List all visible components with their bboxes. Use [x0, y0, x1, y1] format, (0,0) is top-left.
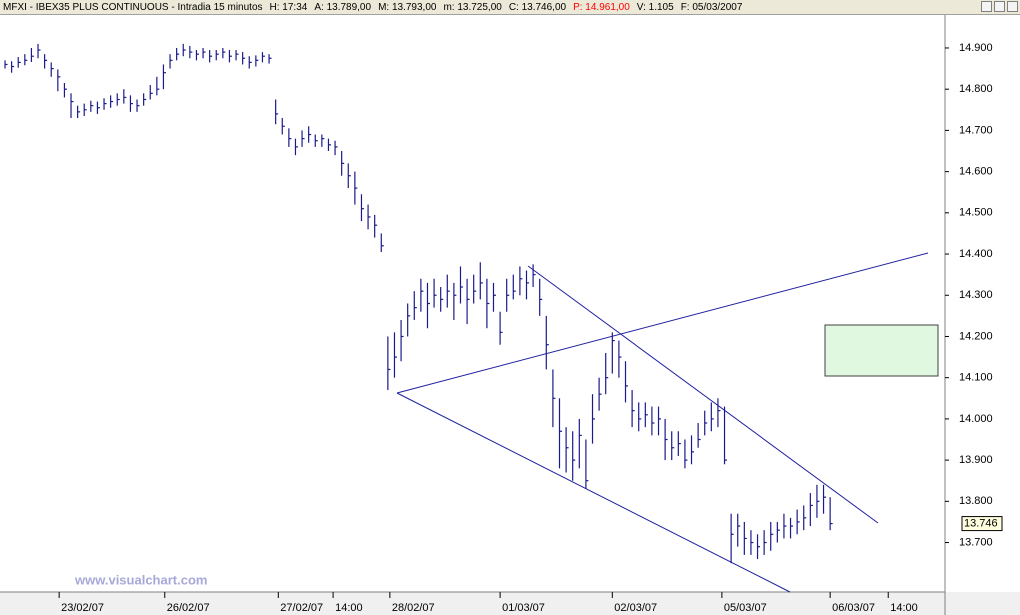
header-item: F: 05/03/2007	[680, 2, 743, 13]
x-tick-label: 23/02/07	[61, 602, 104, 614]
trend-line	[396, 392, 791, 593]
x-tick-label: 06/03/07	[832, 602, 875, 614]
trend-line	[396, 252, 929, 394]
header-item: H: 17:34	[269, 2, 308, 13]
watermark: www.visualchart.com	[74, 572, 207, 587]
y-tick-label: 14.200	[959, 330, 993, 342]
header-item: M: 13.793,00	[378, 2, 437, 13]
header-item: MFXI - IBEX35 PLUS CONTINUOUS - Intradia…	[3, 2, 263, 13]
y-tick-label: 14.600	[959, 166, 993, 178]
x-tick-label: 14:00	[890, 602, 918, 614]
y-tick-label: 14.800	[959, 83, 993, 95]
y-tick-label: 13.800	[959, 495, 993, 507]
x-tick-label: 05/03/07	[724, 602, 767, 614]
header-item: m: 13.725,00	[443, 2, 502, 13]
x-tick-label: 26/02/07	[167, 602, 210, 614]
close-button[interactable]	[1007, 1, 1018, 12]
highlight-box	[824, 324, 939, 377]
x-axis-band	[0, 592, 1020, 615]
y-tick-label: 14.900	[959, 42, 993, 54]
header-item: P: 14.961,00	[573, 2, 630, 13]
y-tick-label: 14.500	[959, 207, 993, 219]
last-price-label: 13.746	[964, 517, 998, 529]
y-tick-label: 14.100	[959, 372, 993, 384]
x-tick-label: 14:00	[335, 602, 363, 614]
y-tick-label: 13.700	[959, 536, 993, 548]
x-tick-label: 28/02/07	[392, 602, 435, 614]
y-tick-label: 13.900	[959, 454, 993, 466]
last-price-box	[961, 516, 1003, 532]
x-tick-label: 27/02/07	[280, 602, 323, 614]
window-buttons	[981, 1, 1018, 12]
header-bar: MFXI - IBEX35 PLUS CONTINUOUS - Intradia…	[0, 0, 1020, 15]
maximize-button[interactable]	[994, 1, 1005, 12]
x-tick-label: 02/03/07	[614, 602, 657, 614]
y-tick-label: 14.000	[959, 413, 993, 425]
y-tick-label: 14.300	[959, 289, 993, 301]
minimize-button[interactable]	[981, 1, 992, 12]
header-item: V: 1.105	[636, 2, 674, 13]
header-item: C: 13.746,00	[508, 2, 567, 13]
x-tick-label: 01/03/07	[502, 602, 545, 614]
y-tick-label: 14.700	[959, 124, 993, 136]
y-tick-label: 14.400	[959, 248, 993, 260]
header-item: A: 13.789,00	[314, 2, 372, 13]
trend-line	[527, 265, 879, 524]
